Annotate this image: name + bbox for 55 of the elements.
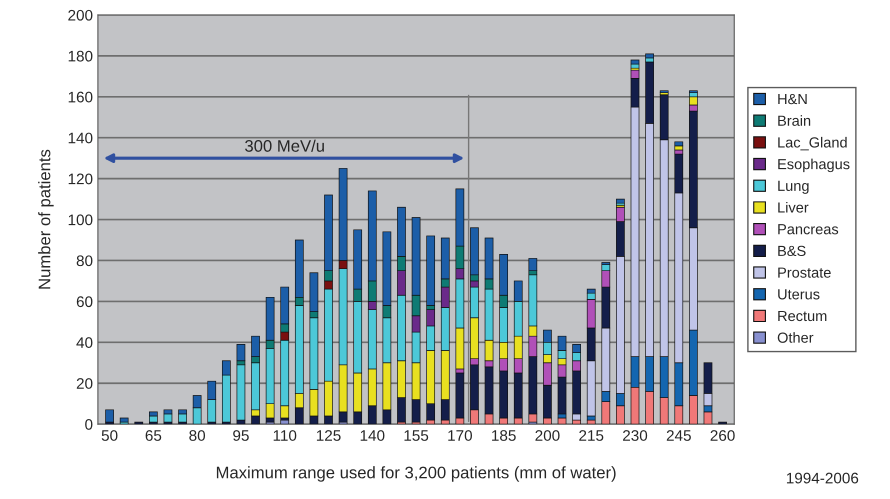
y-tick-label: 100 — [68, 214, 92, 226]
x-tick-label: 170 — [448, 430, 472, 441]
x-tick-label: 65 — [146, 430, 162, 441]
legend-label: Rectum — [778, 310, 826, 322]
y-tick-label: 40 — [76, 337, 92, 348]
y-tick-label: 120 — [68, 174, 92, 184]
legend-label: Pancreas — [778, 224, 838, 234]
y-tick-label: 60 — [76, 296, 92, 308]
y-tick-label: 80 — [76, 255, 92, 266]
bar — [528, 258, 538, 272]
legend-label: Prostate — [778, 268, 831, 278]
x-axis-title: Maximum range used for 3,200 patients (mm of water) — [216, 466, 616, 482]
bar — [645, 53, 654, 58]
y-tick-label: 140 — [68, 132, 92, 144]
bar — [236, 344, 246, 362]
x-tick-label: 80 — [189, 430, 206, 441]
x-tick-label: 245 — [666, 430, 691, 441]
x-tick-label: 140 — [360, 430, 384, 441]
bar — [616, 198, 625, 204]
y-tick-label: 0 — [85, 419, 92, 430]
y-tick-label: 20 — [76, 378, 92, 389]
y-tick-label: 200 — [68, 10, 92, 21]
x-tick-label: 260 — [710, 430, 735, 441]
annotation: 300 MeV/u — [245, 140, 324, 152]
text: 1994-2006 — [786, 472, 858, 484]
bar — [178, 414, 187, 422]
bar — [689, 90, 698, 94]
bar — [236, 364, 246, 420]
x-tick-label: 110 — [274, 430, 296, 441]
legend-label: Uterus — [778, 289, 820, 300]
x-tick-label: 230 — [623, 430, 648, 441]
x-tick-label: 215 — [579, 430, 604, 441]
legend-label: Lac_Gland — [778, 136, 847, 150]
y-tick-label: 160 — [68, 92, 92, 102]
y-axis-title: Number of patients — [38, 150, 54, 289]
legend-label: Liver — [778, 202, 808, 213]
x-tick-label: 200 — [535, 430, 560, 441]
bar — [630, 60, 640, 64]
legend-label: Brain — [778, 115, 810, 126]
x-tick-label: 95 — [233, 430, 249, 441]
x-tick-label: 125 — [316, 430, 341, 441]
legend-label: H&N — [778, 94, 807, 104]
legend-label: Esophagus — [778, 158, 850, 172]
bar — [105, 409, 114, 422]
bar — [120, 418, 129, 422]
legend-label: Lung — [778, 180, 809, 194]
bar — [674, 141, 684, 146]
x-tick-label: 155 — [404, 430, 428, 441]
x-tick-label: 185 — [492, 430, 516, 441]
x-tick-label: 50 — [102, 430, 118, 441]
bar — [164, 414, 172, 422]
bar — [426, 236, 436, 306]
legend-label: B&S — [778, 246, 806, 256]
legend-label: Other — [778, 332, 814, 343]
y-tick-label: 180 — [68, 50, 92, 62]
